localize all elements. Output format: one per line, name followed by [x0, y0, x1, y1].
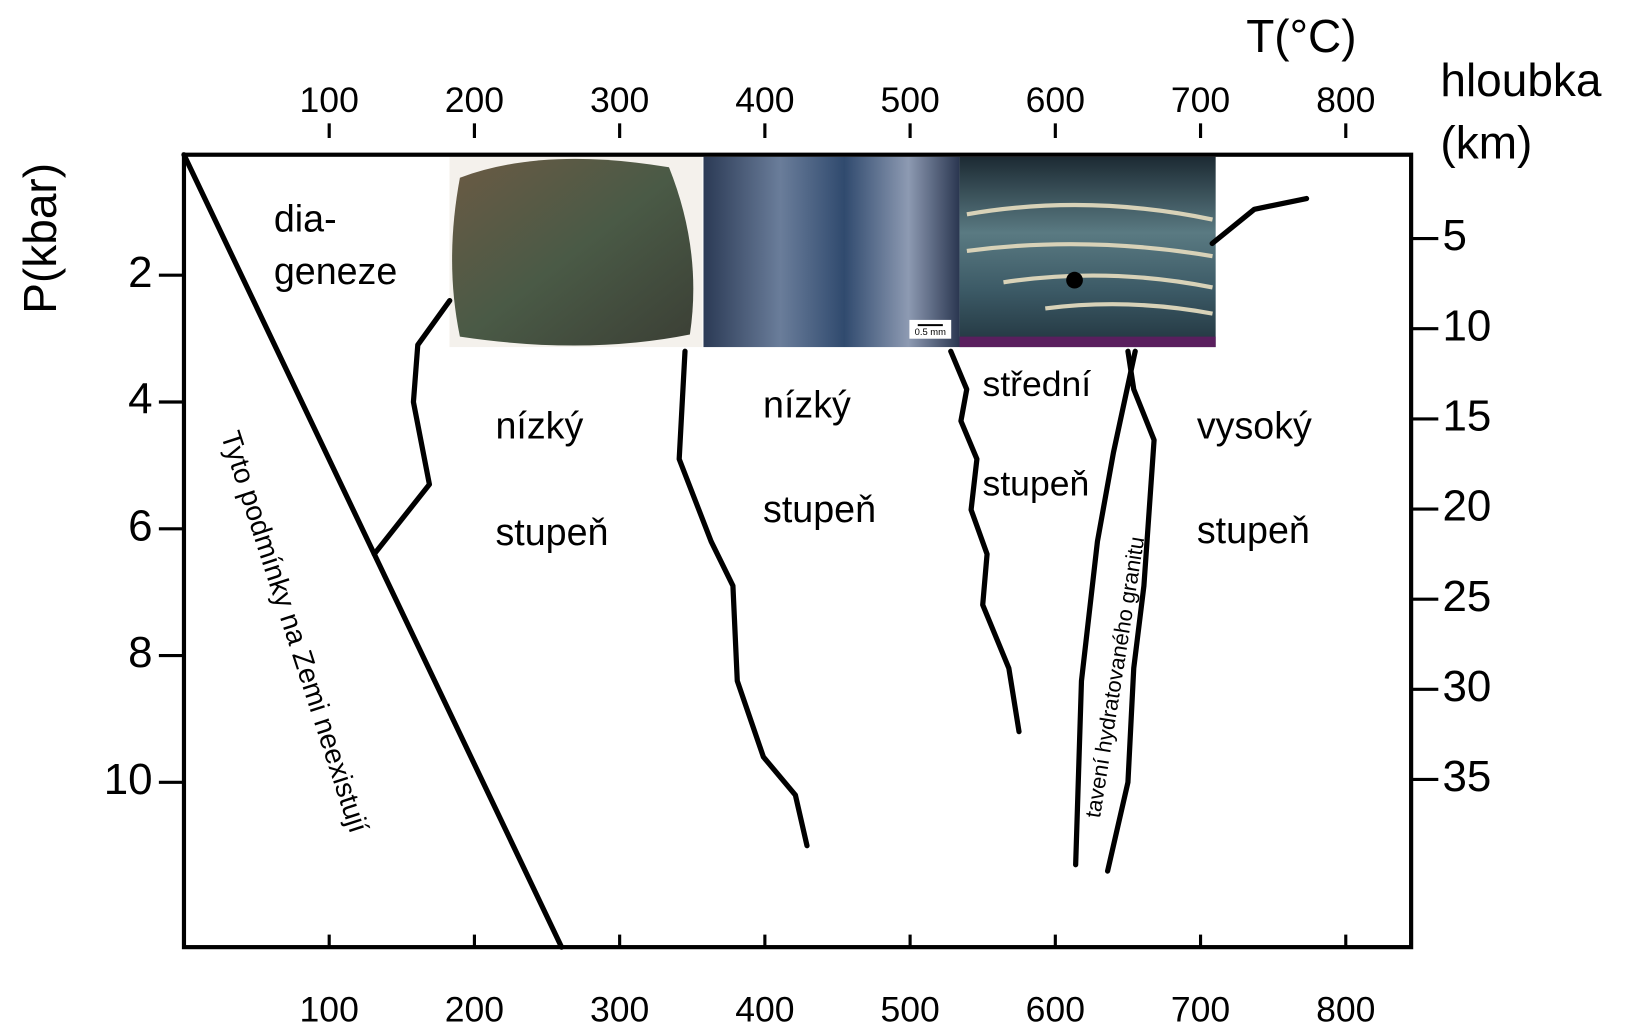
boundary-line [948, 348, 1022, 735]
photo-border [959, 336, 1216, 348]
annotation: stupeň [763, 488, 876, 530]
x-tick-label: 400 [735, 989, 794, 1029]
boundary-line [1104, 195, 1310, 874]
x-top-tick-label: 100 [300, 80, 359, 120]
annotation: stupeň [983, 464, 1090, 504]
y2-axis-label: (km) [1440, 117, 1532, 169]
x-tick-label: 800 [1316, 989, 1375, 1029]
photos [449, 156, 1216, 348]
y-tick-label: 4 [128, 375, 152, 424]
rock-photo [452, 158, 694, 346]
y2-tick-label: 30 [1442, 662, 1491, 711]
annotation: stupeň [495, 511, 608, 553]
annotation: nízký [495, 405, 583, 447]
boundary-line [371, 297, 453, 557]
photo-bands [966, 202, 1213, 316]
boundary-line [1073, 348, 1138, 868]
y2-tick-label: 25 [1442, 572, 1491, 621]
y2-tick-label: 5 [1442, 211, 1466, 260]
annotation: geneze [274, 250, 397, 292]
annotation: 0.5 mm [915, 326, 946, 337]
x-top-tick-label: 700 [1171, 80, 1230, 120]
y2-tick-label: 35 [1442, 752, 1491, 801]
x-top-tick-label: 300 [590, 80, 649, 120]
y2-tick-label: 20 [1442, 482, 1491, 531]
x-tick-label: 300 [590, 989, 649, 1029]
annotation: nízký [763, 384, 851, 426]
y-tick-label: 8 [128, 628, 152, 677]
y-tick-label: 2 [128, 248, 152, 297]
x-tick-label: 500 [880, 989, 939, 1029]
annotation: střední [983, 364, 1092, 404]
photo-dot [1066, 271, 1083, 289]
x-tick-label: 600 [1026, 989, 1085, 1029]
annotation: Tyto podmínky na Zemi neexistují [215, 427, 375, 837]
x-top-tick-label: 800 [1316, 80, 1375, 120]
x-tick-label: 200 [445, 989, 504, 1029]
y-tick-label: 10 [104, 755, 153, 804]
x-top-tick-label: 400 [735, 80, 794, 120]
annotation: tavení hydratovaného granitu [1080, 535, 1149, 820]
y-axis-label: P(kbar) [14, 163, 66, 314]
y2-axis-label: hloubka [1440, 54, 1601, 106]
annotation: vysoký [1197, 405, 1312, 447]
boundary-line [181, 152, 565, 950]
x-tick-label: 700 [1171, 989, 1230, 1029]
x-top-tick-label: 600 [1026, 80, 1085, 120]
y2-tick-label: 15 [1442, 391, 1491, 440]
plot-frame [181, 152, 1414, 950]
y-tick-label: 6 [128, 501, 152, 550]
annotation: dia- [274, 198, 337, 240]
boundary-line [676, 348, 810, 849]
annotation: stupeň [1197, 509, 1310, 551]
x-axis-label: T(°C) [1246, 10, 1356, 62]
x-tick-label: 100 [300, 989, 359, 1029]
x-top-tick-label: 500 [880, 80, 939, 120]
x-top-tick-label: 200 [445, 80, 504, 120]
y2-tick-label: 10 [1442, 301, 1491, 350]
thin-section-photo [703, 156, 960, 348]
